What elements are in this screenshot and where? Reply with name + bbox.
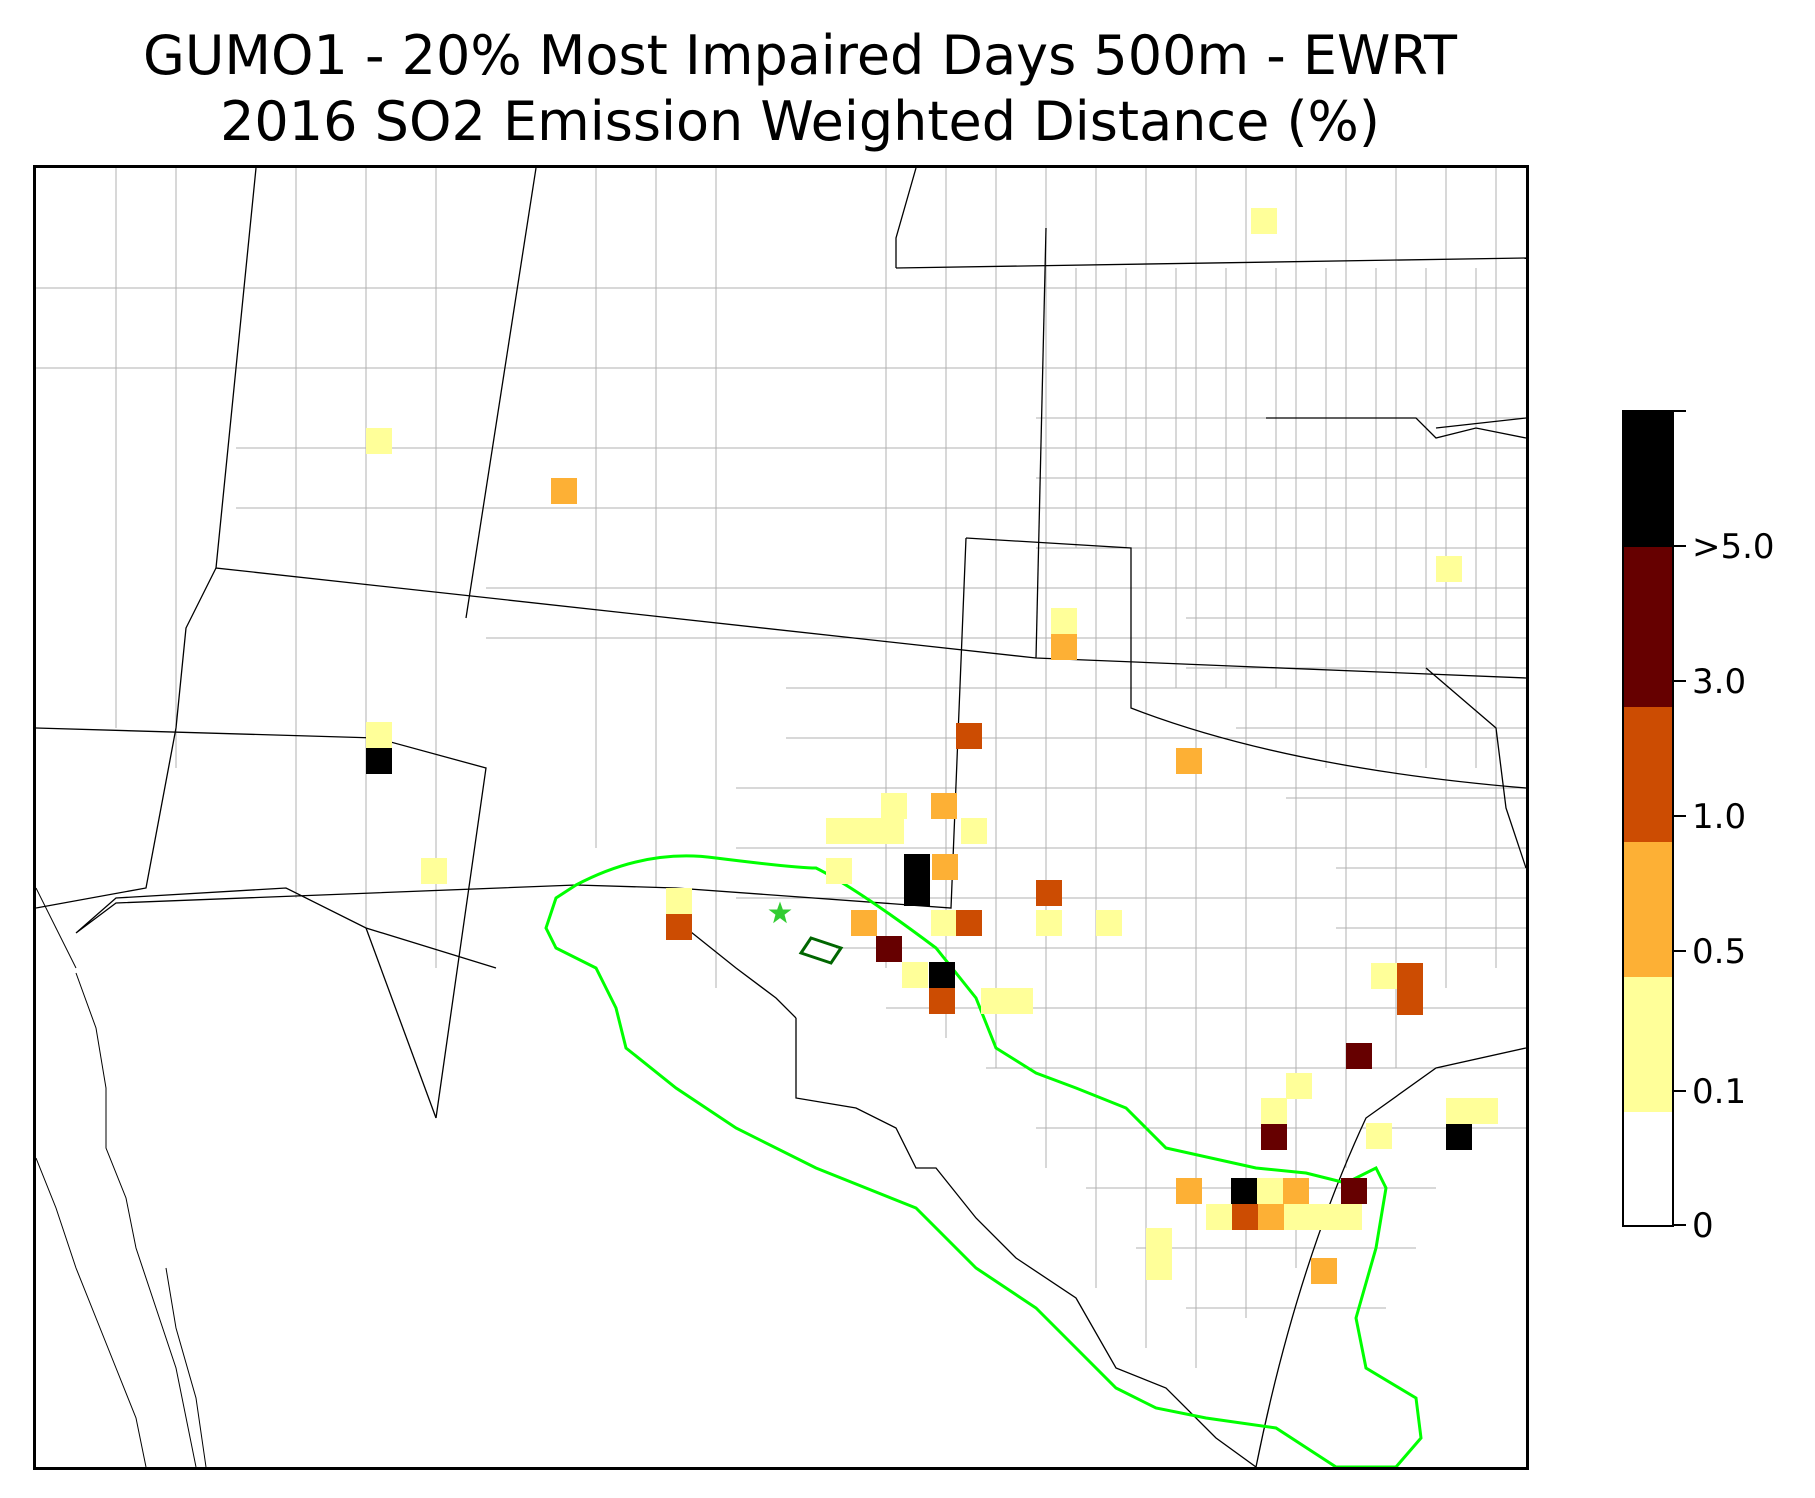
colorbar-label: 0.5 [1692, 932, 1747, 972]
emission-cell [961, 818, 987, 844]
colorbar-segment-3 [1624, 707, 1672, 842]
map-canvas [36, 168, 1526, 1467]
emission-cell [366, 428, 392, 454]
emission-cell [1176, 1178, 1202, 1204]
emission-cell [1036, 880, 1062, 906]
emission-cell [1261, 1124, 1287, 1150]
emission-cell [956, 910, 982, 936]
emission-cell [904, 854, 930, 906]
emission-cell [956, 723, 982, 749]
emission-cell [932, 854, 958, 880]
emission-cell [826, 858, 852, 884]
colorbar-segment-1 [1624, 977, 1672, 1112]
emission-cell [1096, 910, 1122, 936]
emission-cell [1231, 1178, 1257, 1204]
emission-cell [1176, 748, 1202, 774]
emission-cell [1397, 963, 1423, 1015]
emission-cells [366, 208, 1498, 1284]
colorbar-label: 0 [1692, 1206, 1714, 1246]
emission-cell [981, 988, 1033, 1014]
colorbar-label: 0.1 [1692, 1072, 1747, 1112]
emission-cell [1206, 1204, 1232, 1230]
emission-cell [1232, 1204, 1258, 1230]
emission-cell [1257, 1178, 1283, 1204]
emission-cell [1261, 1098, 1287, 1124]
emission-cell [666, 914, 692, 940]
park-outline [798, 936, 844, 965]
colorbar-segment-2 [1624, 842, 1672, 977]
emission-cell [1311, 1258, 1337, 1284]
colorbar-tick [1674, 815, 1686, 817]
colorbar-tick [1674, 545, 1686, 547]
colorbar-label: 3.0 [1692, 662, 1747, 702]
emission-cell [1371, 963, 1397, 989]
emission-cell [1436, 556, 1462, 582]
emission-cell [1341, 1178, 1367, 1204]
coastlines [36, 887, 207, 1467]
emission-cell [929, 962, 955, 988]
colorbar [1622, 410, 1674, 1227]
emission-cell [931, 910, 957, 936]
emission-cell [826, 818, 904, 844]
emission-cell [1051, 608, 1077, 634]
emission-cell [1258, 1204, 1284, 1230]
colorbar-label: 1.0 [1692, 797, 1747, 837]
emission-cell [929, 988, 955, 1014]
star-icon [768, 901, 792, 924]
emission-cell [1036, 910, 1062, 936]
colorbar-segment-0 [1624, 1112, 1672, 1225]
emission-cell [551, 478, 577, 504]
emission-cell [851, 910, 877, 936]
colorbar-tick [1674, 1224, 1686, 1226]
area-of-influence-outline [544, 854, 1423, 1467]
colorbar-segment-5 [1624, 412, 1672, 547]
emission-cell [1283, 1178, 1309, 1204]
map-panel [33, 165, 1529, 1470]
emission-cell [1051, 634, 1077, 660]
emission-cell [1286, 1073, 1312, 1099]
emission-cell [666, 888, 692, 914]
state-boundaries [36, 168, 1526, 1467]
colorbar-tick [1674, 950, 1686, 952]
colorbar-tick [1674, 410, 1686, 412]
map-title-line-2: 2016 SO2 Emission Weighted Distance (%) [220, 90, 1380, 153]
emission-cell [1284, 1204, 1362, 1230]
colorbar-tick [1674, 680, 1686, 682]
emission-cell [1446, 1098, 1498, 1124]
emission-cell [1346, 1043, 1372, 1069]
colorbar-label: >5.0 [1692, 527, 1775, 567]
emission-cell [421, 858, 447, 884]
emission-cell [931, 793, 957, 819]
emission-cell [881, 793, 907, 819]
emission-cell [1251, 208, 1277, 234]
map-title-line-1: GUMO1 - 20% Most Impaired Days 500m - EW… [142, 24, 1457, 87]
emission-cell [876, 936, 902, 962]
emission-cell [366, 722, 392, 748]
emission-cell [902, 962, 928, 988]
colorbar-segment-4 [1624, 547, 1672, 707]
emission-cell [1146, 1228, 1172, 1280]
emission-cell [1446, 1124, 1472, 1150]
emission-cell [366, 748, 392, 774]
emission-cell [1366, 1123, 1392, 1149]
colorbar-tick [1674, 1090, 1686, 1092]
